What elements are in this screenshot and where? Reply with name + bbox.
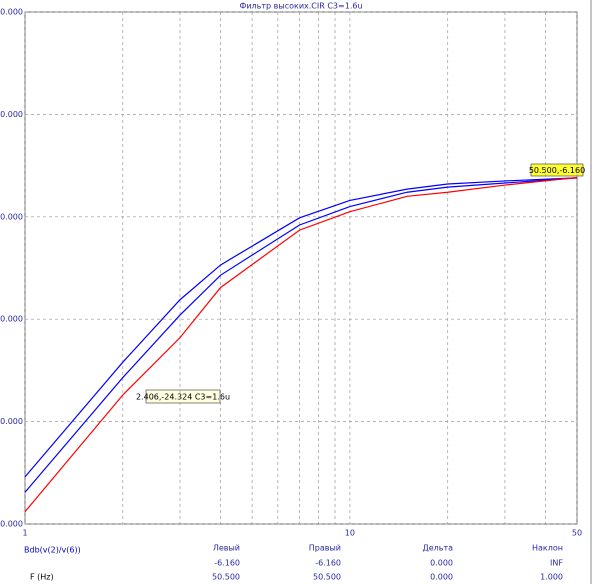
annotation-box (530, 163, 584, 177)
readout-value: 1.000 (540, 573, 563, 582)
chart-title: Фильтр высоких.CIR C3=1.6u (239, 2, 362, 11)
readout-value: 0.000 (430, 559, 453, 568)
y-tick-label: -20.000 (0, 315, 23, 324)
readout-header: Правый (309, 544, 341, 553)
readout-value: 50.500 (313, 573, 341, 582)
y-tick-label: -40.000 (0, 520, 23, 529)
y-tick-label: 0.000 (0, 110, 23, 119)
readout-value: -6.160 (315, 559, 341, 568)
annotation-box (145, 389, 221, 404)
readout-value: 50.500 (212, 573, 240, 582)
x-tick-label: 1 (22, 529, 27, 538)
readout-header: Наклон (532, 544, 563, 553)
readout-header: Левый (213, 544, 240, 553)
annotation: 2.406,-24.324 C3=1.6u (136, 393, 230, 402)
readout-x-label: F (Hz) (30, 573, 54, 582)
x-tick-label: 10 (345, 529, 355, 538)
x-tick-label: 50 (572, 529, 582, 538)
readout-value: -6.160 (214, 559, 240, 568)
y-tick-label: -30.000 (0, 417, 23, 426)
series-line (24, 176, 578, 513)
readout-header: Дельта (422, 544, 453, 553)
series-line (24, 177, 578, 493)
readout-value: INF (550, 559, 563, 568)
series-line (24, 177, 578, 478)
y-tick-label: -10.000 (0, 212, 23, 221)
annotation: 50.500,-6.160 (529, 166, 585, 175)
readout-value: 0.000 (430, 573, 453, 582)
readout-expression: Bdb(v(2)/v(6)) (24, 546, 81, 555)
y-tick-label: 10.000 (0, 8, 23, 17)
